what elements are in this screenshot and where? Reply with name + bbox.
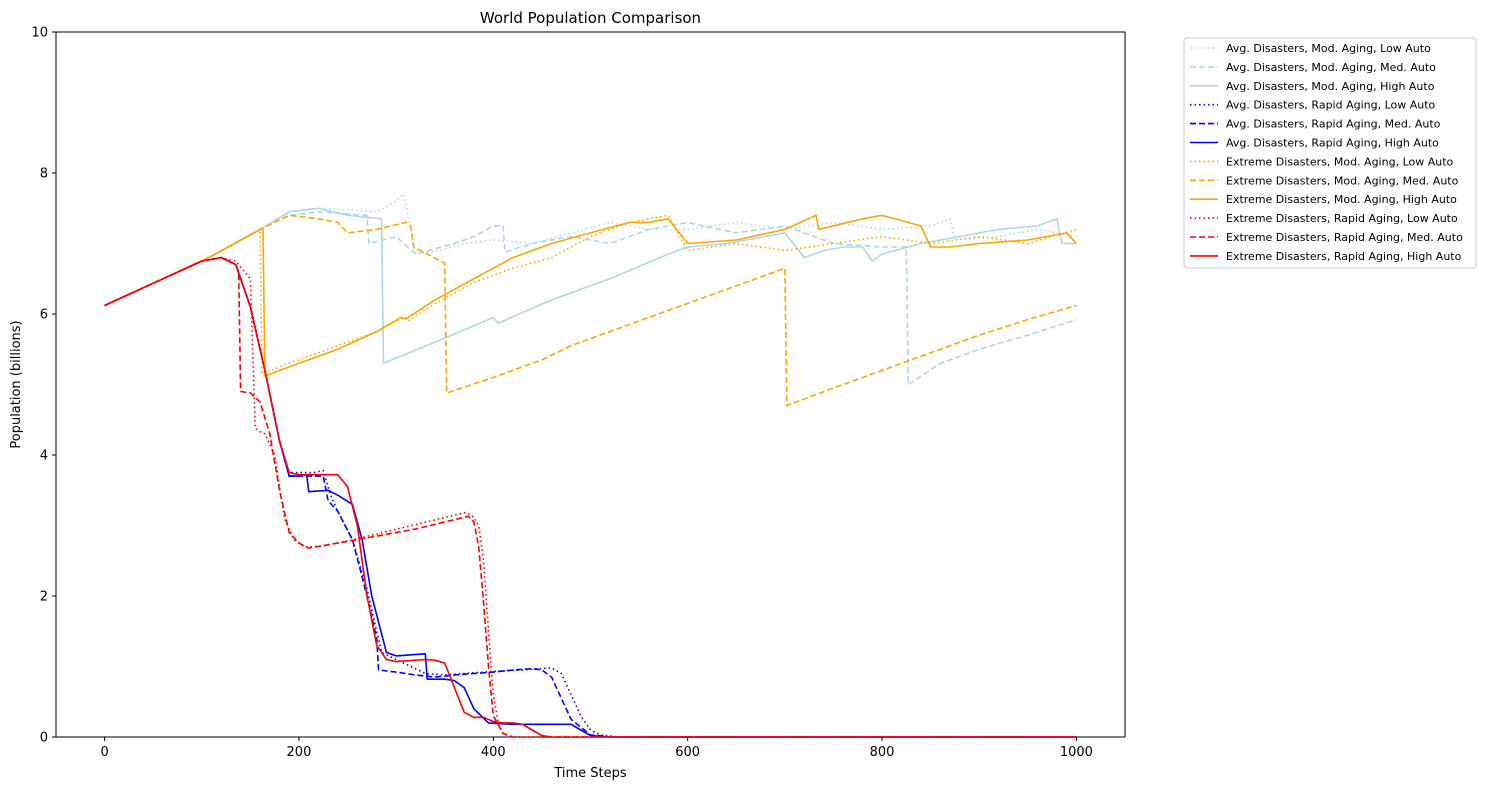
series-line-9: [104, 214, 1077, 377]
series-line-2: [104, 211, 1077, 386]
y-axis-ticks: 0 2 4 6 8 10: [31, 26, 56, 746]
x-axis-ticks: 0 200 400 600 800 1000: [100, 737, 1093, 760]
plot-area: [55, 31, 1126, 738]
series-lines: [104, 193, 1077, 738]
chart-title: World Population Comparison: [480, 9, 701, 27]
x-tick-label: 200: [287, 745, 312, 760]
y-tick-label: 2: [40, 590, 48, 605]
x-tick-label: 1000: [1060, 745, 1093, 760]
y-axis-label: Population (billions): [9, 320, 24, 448]
legend: Avg. Disasters, Mod. Aging, Low Auto Avg.…: [1183, 37, 1477, 269]
series-line-4: [104, 256, 1077, 738]
legend-entry: Avg. Disasters, Mod. Aging, High Auto: [1226, 80, 1435, 93]
x-tick-label: 400: [481, 745, 506, 760]
legend-entry: Extreme Disasters, Mod. Aging, High Auto: [1226, 193, 1457, 206]
legend-entry: Avg. Disasters, Rapid Aging, High Auto: [1226, 137, 1439, 150]
y-tick-label: 6: [40, 308, 48, 323]
x-tick-label: 800: [870, 745, 895, 760]
y-tick-label: 8: [40, 167, 48, 182]
legend-entry: Avg. Disasters, Rapid Aging, Med. Auto: [1226, 118, 1441, 131]
legend-entry: Avg. Disasters, Rapid Aging, Low Auto: [1226, 99, 1436, 112]
legend-entry: Extreme Disasters, Rapid Aging, High Aut…: [1226, 250, 1462, 263]
y-tick-label: 10: [31, 26, 48, 41]
series-line-8: [104, 214, 1077, 407]
y-tick-label: 0: [40, 731, 48, 746]
legend-entry: Avg. Disasters, Mod. Aging, Low Auto: [1226, 42, 1431, 55]
legend-entry: Extreme Disasters, Mod. Aging, Med. Auto: [1226, 174, 1459, 187]
legend-entry: Extreme Disasters, Rapid Aging, Low Auto: [1226, 212, 1458, 225]
legend-box: [1183, 37, 1477, 269]
y-tick-label: 4: [40, 449, 48, 464]
series-line-3: [104, 207, 1077, 365]
legend-entry: Avg. Disasters, Mod. Aging, Med. Auto: [1226, 61, 1436, 74]
legend-entry: Extreme Disasters, Mod. Aging, Low Auto: [1226, 155, 1454, 168]
x-tick-label: 0: [100, 745, 108, 760]
series-line-12: [104, 256, 1077, 738]
x-tick-label: 600: [675, 745, 700, 760]
legend-entry: Extreme Disasters, Rapid Aging, Med. Aut…: [1226, 231, 1463, 244]
x-axis-label: Time Steps: [553, 766, 627, 781]
